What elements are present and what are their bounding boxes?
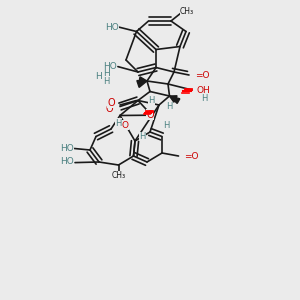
Text: H: H <box>166 102 173 111</box>
Text: HO: HO <box>60 144 74 153</box>
Text: H: H <box>115 118 122 127</box>
Text: HO: HO <box>103 62 117 71</box>
Text: H: H <box>96 72 102 81</box>
Text: O: O <box>146 110 154 120</box>
Text: HO: HO <box>105 22 118 32</box>
Polygon shape <box>139 77 147 82</box>
Text: O: O <box>122 121 129 130</box>
Polygon shape <box>169 96 180 103</box>
Text: O: O <box>108 98 116 108</box>
Text: CH₃: CH₃ <box>111 171 126 180</box>
Text: H: H <box>201 94 207 103</box>
Text: O: O <box>106 103 113 114</box>
Text: H: H <box>148 96 155 105</box>
Text: =O: =O <box>184 152 198 161</box>
Polygon shape <box>137 81 147 87</box>
Text: H: H <box>103 76 110 85</box>
Polygon shape <box>169 96 177 102</box>
Text: HO: HO <box>60 158 74 166</box>
Text: OH: OH <box>196 86 210 95</box>
Text: O: O <box>146 109 154 119</box>
Text: H: H <box>103 69 110 78</box>
Text: =O: =O <box>195 71 209 80</box>
Text: H: H <box>139 132 146 141</box>
Text: H: H <box>163 122 170 130</box>
Text: CH₃: CH₃ <box>180 8 194 16</box>
